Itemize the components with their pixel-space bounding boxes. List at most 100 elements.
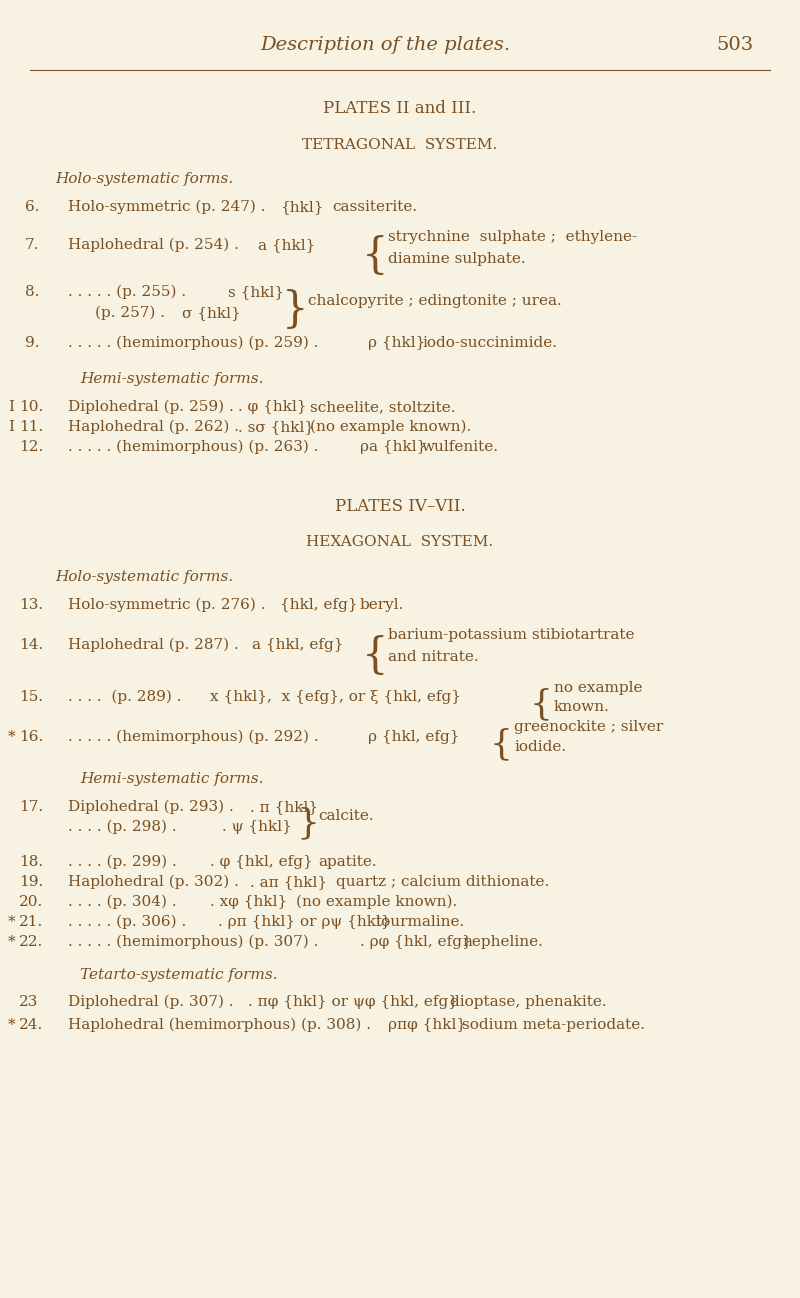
Text: 19.: 19.: [19, 875, 43, 889]
Text: no example: no example: [554, 681, 642, 694]
Text: . aπ {hkl}: . aπ {hkl}: [250, 875, 327, 889]
Text: . . . . . (hemimorphous) (p. 259) .: . . . . . (hemimorphous) (p. 259) .: [68, 336, 318, 350]
Text: 20.: 20.: [19, 896, 43, 909]
Text: 15.: 15.: [19, 691, 43, 704]
Text: *: *: [8, 729, 16, 744]
Text: Hemi-systematic forms.: Hemi-systematic forms.: [80, 373, 263, 386]
Text: . . . . (p. 304) .: . . . . (p. 304) .: [68, 896, 177, 910]
Text: ρπφ {hkl}: ρπφ {hkl}: [388, 1018, 466, 1032]
Text: sodium meta-periodate.: sodium meta-periodate.: [462, 1018, 645, 1032]
Text: }: }: [282, 289, 309, 331]
Text: 16.: 16.: [19, 729, 43, 744]
Text: . πφ {hkl} or ψφ {hkl, efg}: . πφ {hkl} or ψφ {hkl, efg}: [248, 996, 458, 1009]
Text: Diplohedral (p. 293) .: Diplohedral (p. 293) .: [68, 800, 234, 814]
Text: . φ {hkl, efg}: . φ {hkl, efg}: [210, 855, 313, 868]
Text: scheelite, stoltzite.: scheelite, stoltzite.: [310, 400, 455, 414]
Text: Holo-systematic forms.: Holo-systematic forms.: [55, 570, 234, 584]
Text: PLATES IV–VII.: PLATES IV–VII.: [334, 498, 466, 515]
Text: . ψ {hkl}: . ψ {hkl}: [222, 820, 292, 835]
Text: Holo-symmetric (p. 247) .: Holo-symmetric (p. 247) .: [68, 200, 266, 214]
Text: 12.: 12.: [19, 440, 43, 454]
Text: . . . .  (p. 289) .: . . . . (p. 289) .: [68, 691, 182, 705]
Text: . . . . . (p. 255) .: . . . . . (p. 255) .: [68, 286, 186, 300]
Text: . . . . . (p. 306) .: . . . . . (p. 306) .: [68, 915, 186, 929]
Text: chalcopyrite ; edingtonite ; urea.: chalcopyrite ; edingtonite ; urea.: [308, 295, 562, 308]
Text: ρ {hkl, efg}: ρ {hkl, efg}: [368, 729, 459, 744]
Text: *: *: [8, 915, 16, 929]
Text: known.: known.: [554, 700, 610, 714]
Text: 13.: 13.: [19, 598, 43, 611]
Text: 23: 23: [19, 996, 38, 1009]
Text: x {hkl},  x {efg}, or ξ {hkl, efg}: x {hkl}, x {efg}, or ξ {hkl, efg}: [210, 691, 461, 704]
Text: greenockite ; silver: greenockite ; silver: [514, 720, 663, 733]
Text: 24.: 24.: [19, 1018, 43, 1032]
Text: Tetarto-systematic forms.: Tetarto-systematic forms.: [80, 968, 278, 983]
Text: 18.: 18.: [19, 855, 43, 868]
Text: quartz ; calcium dithionate.: quartz ; calcium dithionate.: [336, 875, 550, 889]
Text: TETRAGONAL  SYSTEM.: TETRAGONAL SYSTEM.: [302, 138, 498, 152]
Text: . ρφ {hkl, efg}: . ρφ {hkl, efg}: [360, 935, 472, 949]
Text: *: *: [8, 935, 16, 949]
Text: . . . . . (hemimorphous) (p. 307) .: . . . . . (hemimorphous) (p. 307) .: [68, 935, 318, 949]
Text: (no example known).: (no example known).: [296, 896, 458, 910]
Text: {: {: [530, 687, 553, 720]
Text: Holo-symmetric (p. 276) .: Holo-symmetric (p. 276) .: [68, 598, 266, 613]
Text: apatite.: apatite.: [318, 855, 377, 868]
Text: ρa {hkl}: ρa {hkl}: [360, 440, 426, 454]
Text: 17.: 17.: [19, 800, 43, 814]
Text: *: *: [8, 1018, 16, 1032]
Text: {: {: [362, 235, 389, 276]
Text: Haplohedral (hemimorphous) (p. 308) .: Haplohedral (hemimorphous) (p. 308) .: [68, 1018, 371, 1032]
Text: σ {hkl}: σ {hkl}: [182, 306, 241, 321]
Text: wulfenite.: wulfenite.: [422, 440, 499, 454]
Text: Haplohedral (p. 302) .: Haplohedral (p. 302) .: [68, 875, 239, 889]
Text: barium-potassium stibiotartrate: barium-potassium stibiotartrate: [388, 628, 634, 643]
Text: . π {hkl}: . π {hkl}: [250, 800, 318, 814]
Text: }: }: [296, 806, 319, 840]
Text: {: {: [362, 635, 389, 678]
Text: iodo-succinimide.: iodo-succinimide.: [422, 336, 557, 350]
Text: I: I: [8, 400, 14, 414]
Text: 21.: 21.: [19, 915, 43, 929]
Text: HEXAGONAL  SYSTEM.: HEXAGONAL SYSTEM.: [306, 535, 494, 549]
Text: strychnine  sulphate ;  ethylene-: strychnine sulphate ; ethylene-: [388, 230, 637, 244]
Text: {hkl}: {hkl}: [280, 200, 323, 214]
Text: Description of the plates.: Description of the plates.: [260, 36, 510, 55]
Text: dioptase, phenakite.: dioptase, phenakite.: [450, 996, 606, 1009]
Text: 22.: 22.: [19, 935, 43, 949]
Text: (p. 257) .: (p. 257) .: [95, 306, 165, 321]
Text: {hkl, efg}: {hkl, efg}: [280, 598, 358, 611]
Text: diamine sulphate.: diamine sulphate.: [388, 252, 526, 266]
Text: calcite.: calcite.: [318, 809, 374, 823]
Text: beryl.: beryl.: [360, 598, 404, 611]
Text: 11.: 11.: [19, 421, 43, 434]
Text: Haplohedral (p. 262) .: Haplohedral (p. 262) .: [68, 421, 239, 435]
Text: Diplohedral (p. 307) .: Diplohedral (p. 307) .: [68, 996, 234, 1010]
Text: a {hkl}: a {hkl}: [258, 238, 315, 252]
Text: ρ {hkl}: ρ {hkl}: [368, 336, 426, 350]
Text: 6.: 6.: [25, 200, 39, 214]
Text: 10.: 10.: [19, 400, 43, 414]
Text: 503: 503: [716, 36, 754, 55]
Text: iodide.: iodide.: [514, 740, 566, 754]
Text: 7.: 7.: [25, 238, 39, 252]
Text: Holo-systematic forms.: Holo-systematic forms.: [55, 173, 234, 186]
Text: Diplohedral (p. 259) .: Diplohedral (p. 259) .: [68, 400, 234, 414]
Text: . xφ {hkl}: . xφ {hkl}: [210, 896, 287, 909]
Text: . φ {hkl}: . φ {hkl}: [238, 400, 306, 414]
Text: . . . . (p. 298) .: . . . . (p. 298) .: [68, 820, 177, 835]
Text: a {hkl, efg}: a {hkl, efg}: [252, 639, 343, 652]
Text: Hemi-systematic forms.: Hemi-systematic forms.: [80, 772, 263, 787]
Text: 14.: 14.: [19, 639, 43, 652]
Text: I: I: [8, 421, 14, 434]
Text: . sσ {hkl}: . sσ {hkl}: [238, 421, 314, 434]
Text: and nitrate.: and nitrate.: [388, 650, 478, 665]
Text: tourmaline.: tourmaline.: [376, 915, 466, 929]
Text: . . . . . (hemimorphous) (p. 263) .: . . . . . (hemimorphous) (p. 263) .: [68, 440, 318, 454]
Text: . ρπ {hkl} or ρψ {hkl}: . ρπ {hkl} or ρψ {hkl}: [218, 915, 390, 929]
Text: PLATES II and III.: PLATES II and III.: [323, 100, 477, 117]
Text: . . . . . (hemimorphous) (p. 292) .: . . . . . (hemimorphous) (p. 292) .: [68, 729, 318, 744]
Text: . . . . (p. 299) .: . . . . (p. 299) .: [68, 855, 177, 870]
Text: cassiterite.: cassiterite.: [332, 200, 417, 214]
Text: Haplohedral (p. 254) .: Haplohedral (p. 254) .: [68, 238, 239, 252]
